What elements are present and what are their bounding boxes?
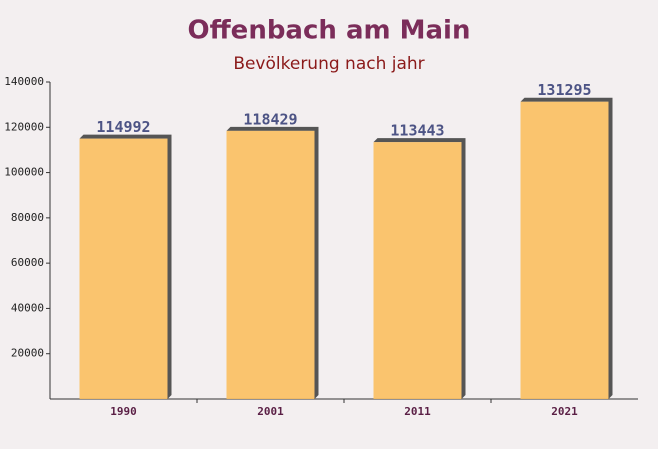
x-tick-label: 1990 xyxy=(110,405,137,418)
x-tick-label: 2001 xyxy=(257,405,284,418)
bar xyxy=(520,101,609,400)
value-label: 114992 xyxy=(96,118,150,136)
x-tick-label: 2011 xyxy=(404,405,431,418)
bar xyxy=(79,138,168,400)
y-tick-label: 100000 xyxy=(4,166,44,179)
chart-title: Offenbach am Main xyxy=(188,16,471,46)
chart-subtitle: Bevölkerung nach jahr xyxy=(233,54,424,74)
x-tick-label: 2021 xyxy=(551,405,578,418)
y-tick-label: 60000 xyxy=(11,256,44,269)
y-tick-label: 40000 xyxy=(11,301,44,314)
y-tick-label: 80000 xyxy=(11,211,44,224)
y-tick-label: 120000 xyxy=(4,120,44,133)
bar xyxy=(226,130,315,400)
value-label: 131295 xyxy=(537,81,591,99)
y-tick-label: 20000 xyxy=(11,347,44,360)
value-label: 118429 xyxy=(243,110,297,128)
bar xyxy=(373,142,462,399)
value-label: 113443 xyxy=(390,122,444,140)
y-tick-label: 140000 xyxy=(4,75,44,88)
